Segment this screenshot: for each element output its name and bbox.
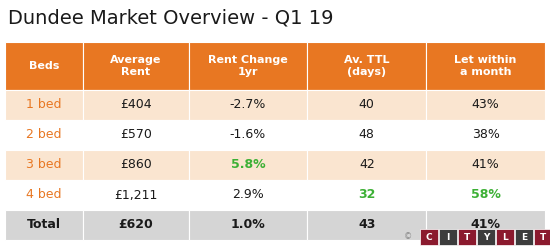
Text: £1,211: £1,211 [114,188,158,202]
Text: 38%: 38% [472,128,499,141]
Bar [426,210,545,240]
Bar [83,150,189,180]
Text: C: C [426,232,432,241]
Bar [307,210,426,240]
Text: £570: £570 [120,128,152,141]
Text: T: T [464,232,470,241]
Text: Dundee Market Overview - Q1 19: Dundee Market Overview - Q1 19 [8,8,333,27]
Bar [307,180,426,210]
Bar [426,90,545,120]
Bar [426,42,545,90]
Text: Rent Change
1yr: Rent Change 1yr [208,55,288,77]
Bar [5,150,83,180]
Text: 48: 48 [359,128,375,141]
Text: E: E [521,232,527,241]
Bar [307,90,426,120]
Text: 3 bed: 3 bed [26,158,62,172]
Text: Beds: Beds [29,61,59,71]
Bar [189,180,307,210]
Text: 4 bed: 4 bed [26,188,62,202]
Bar [5,42,83,90]
Bar [439,229,457,245]
Text: 1 bed: 1 bed [26,98,62,112]
Bar [5,180,83,210]
Text: 40: 40 [359,98,375,112]
Bar [534,229,550,245]
Text: 32: 32 [358,188,376,202]
Bar [83,42,189,90]
Text: 43%: 43% [472,98,499,112]
Bar [189,120,307,150]
Bar [307,150,426,180]
Text: Let within
a month: Let within a month [454,55,517,77]
Text: 41%: 41% [472,158,499,172]
Text: ©: © [404,232,412,241]
Bar [189,42,307,90]
Text: Total: Total [27,218,61,232]
Text: Av. TTL
(days): Av. TTL (days) [344,55,389,77]
Text: 42: 42 [359,158,375,172]
Bar [307,120,426,150]
Bar [189,210,307,240]
Text: L: L [502,232,508,241]
Text: Y: Y [483,232,489,241]
Bar [458,229,476,245]
Text: I: I [446,232,450,241]
Text: £620: £620 [119,218,153,232]
Text: Average
Rent: Average Rent [110,55,162,77]
Bar [189,150,307,180]
Text: £404: £404 [120,98,152,112]
Text: 58%: 58% [471,188,501,202]
Text: T: T [540,232,546,241]
Text: 2.9%: 2.9% [232,188,264,202]
Bar [426,180,545,210]
Bar [426,120,545,150]
Text: 41%: 41% [471,218,501,232]
Text: £860: £860 [120,158,152,172]
Bar [83,120,189,150]
Text: 5.8%: 5.8% [230,158,265,172]
Text: 43: 43 [358,218,376,232]
Bar [5,210,83,240]
Text: 2 bed: 2 bed [26,128,62,141]
Text: 1.0%: 1.0% [230,218,265,232]
Bar [496,229,514,245]
Bar [189,90,307,120]
Bar [5,90,83,120]
Bar [426,150,545,180]
Text: -1.6%: -1.6% [230,128,266,141]
Bar [420,229,438,245]
Bar [307,42,426,90]
Text: -2.7%: -2.7% [230,98,266,112]
Bar [5,120,83,150]
Bar [83,210,189,240]
Bar [83,90,189,120]
Bar [515,229,533,245]
Bar [83,180,189,210]
Bar [477,229,495,245]
